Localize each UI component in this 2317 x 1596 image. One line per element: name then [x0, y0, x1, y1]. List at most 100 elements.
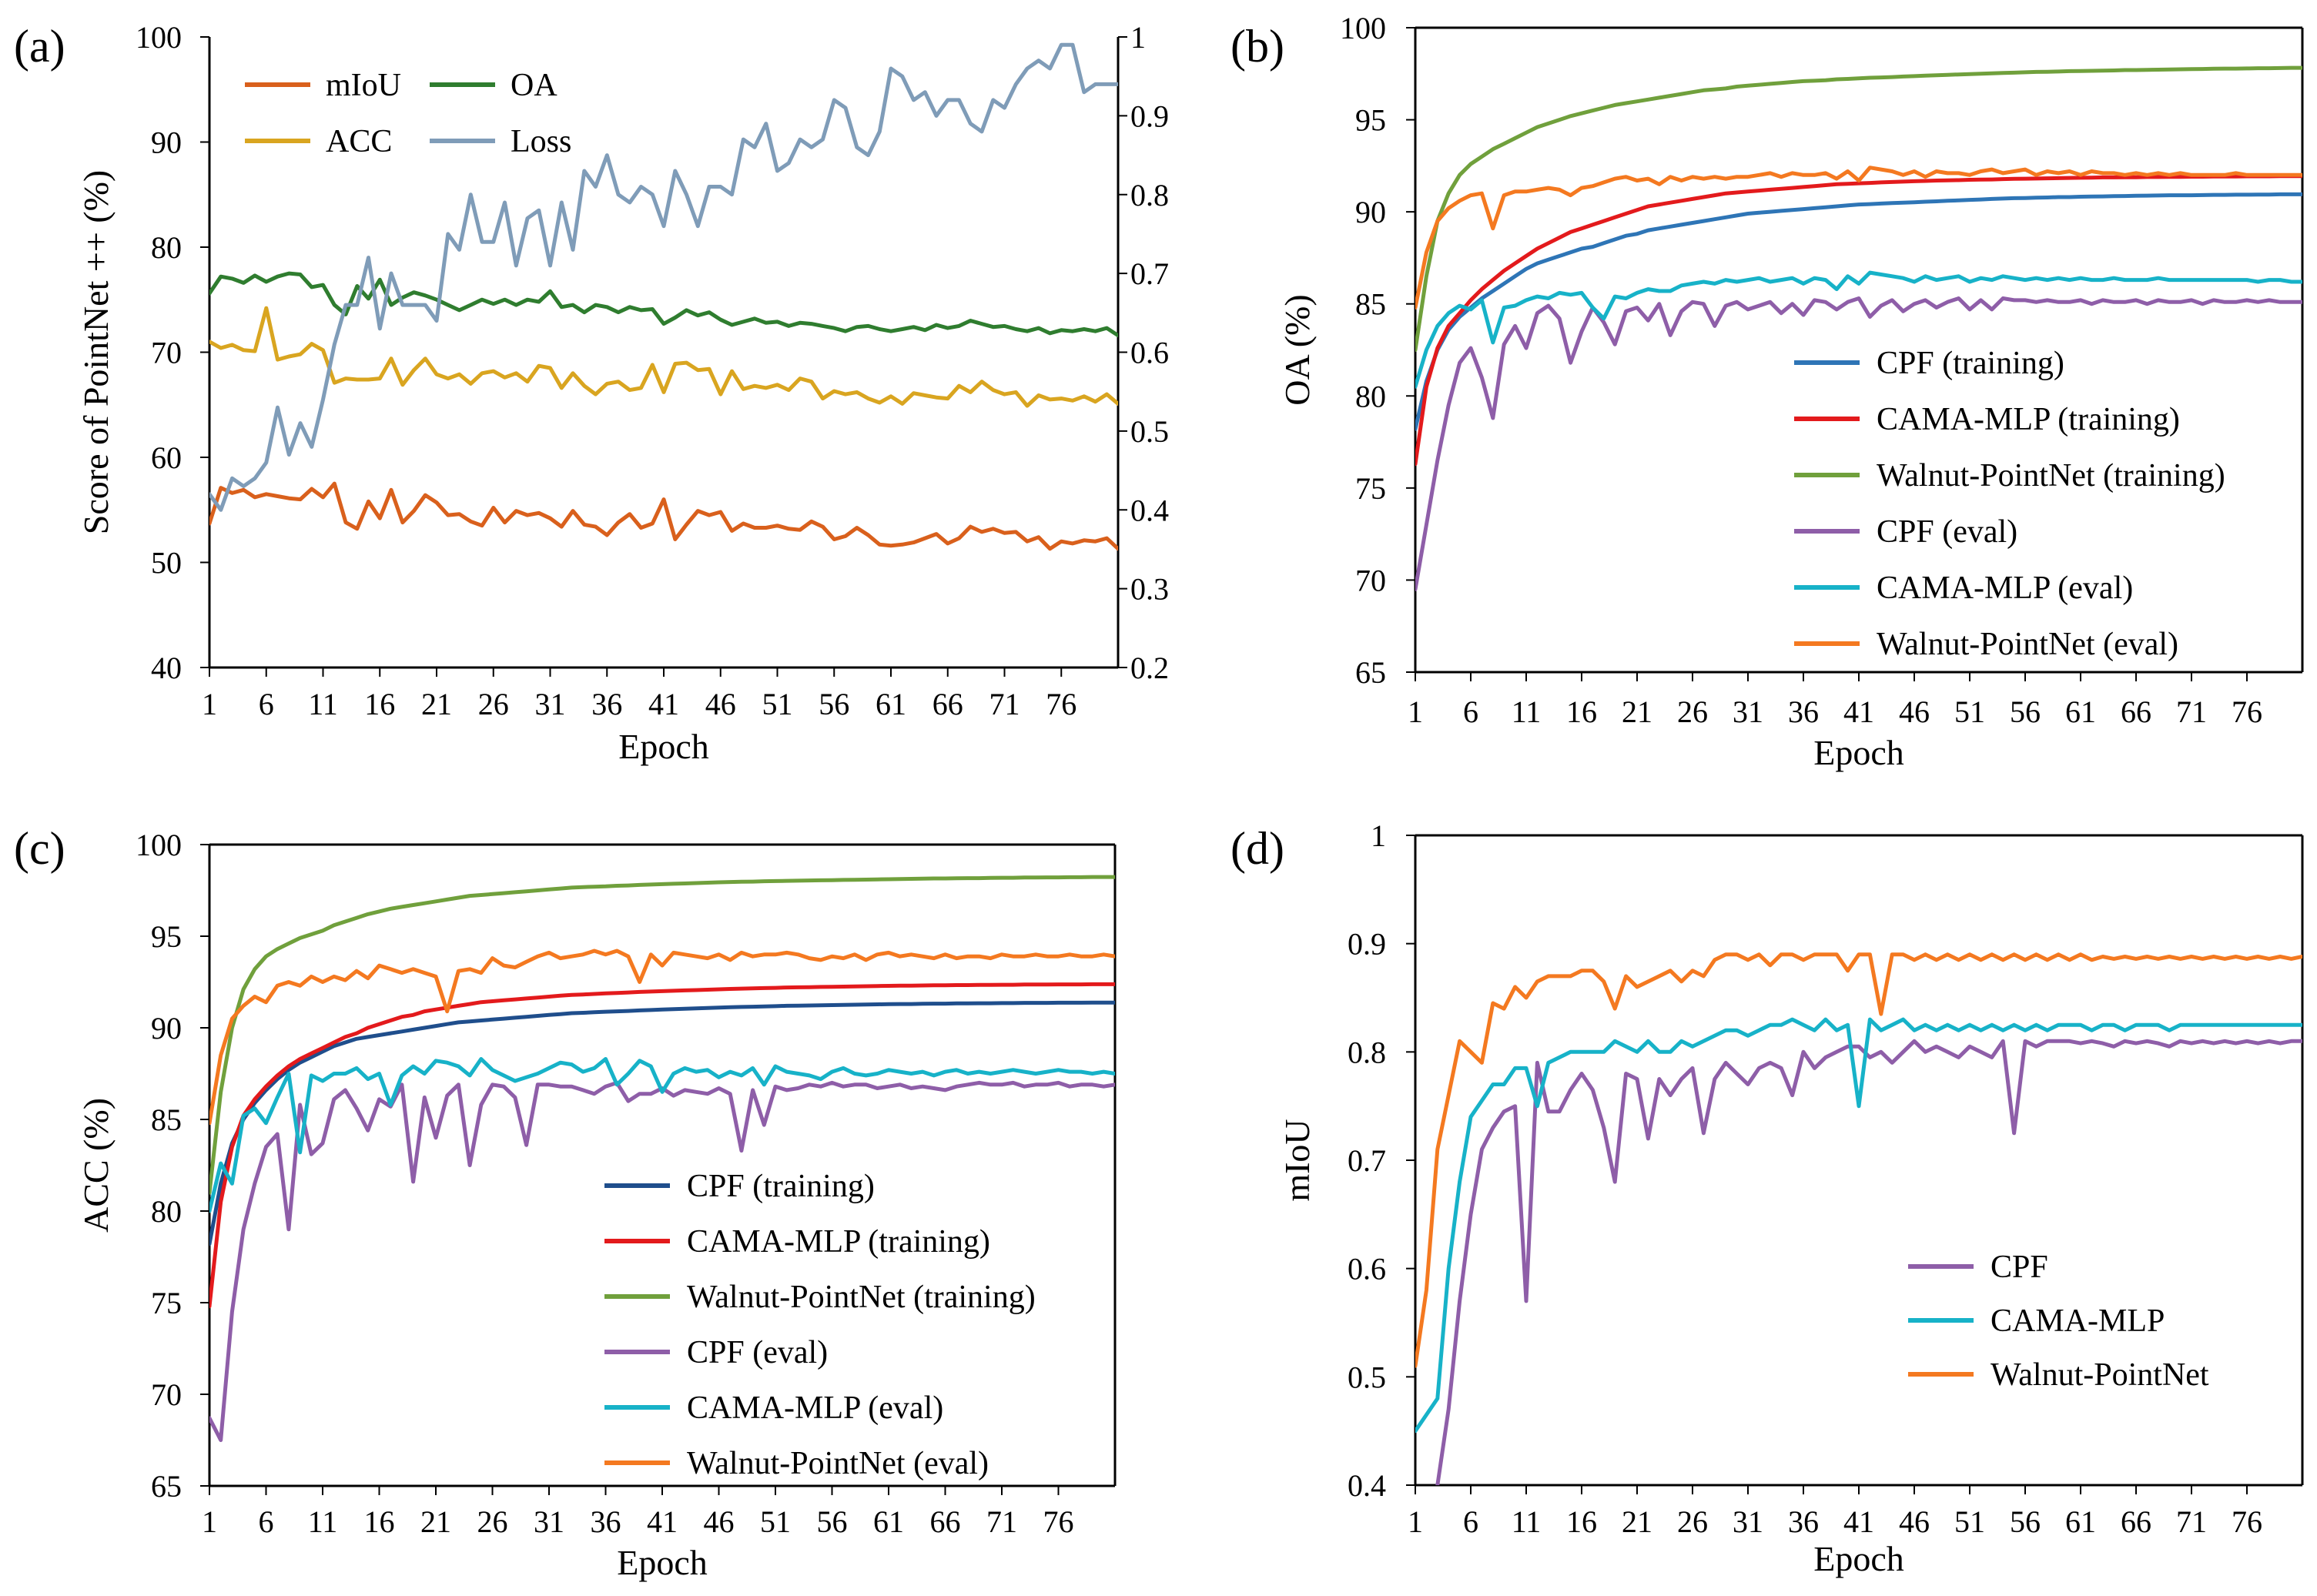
x-tick-label: 36: [1788, 694, 1819, 729]
x-tick-label: 71: [2176, 694, 2207, 729]
x-tick-label: 21: [420, 1504, 451, 1539]
y-tick-label: 100: [1340, 11, 1386, 45]
y-axis-title-a: Score of PointNet ++ (%): [76, 170, 116, 534]
panel-c: (c)1 6 11 16 21 26 31 36 41 46 51 56 61 66 71 766570758…: [14, 823, 1117, 1582]
legend-item: CAMA-MLP (training): [604, 1224, 990, 1260]
x-tick-label: 66: [932, 687, 963, 721]
legend-item: CAMA-MLP (eval): [604, 1390, 943, 1426]
x-tick-label: 31: [535, 687, 566, 721]
y-tick-labels-d: 0.4 0.5 0.6 0.7 0.8 0.9 1: [1348, 818, 1415, 1503]
x-tick-label: 36: [591, 687, 622, 721]
x-tick-label: 1: [1408, 694, 1423, 729]
y-axis-title-d: mIoU: [1277, 1119, 1317, 1201]
panel-label-c: (c): [14, 823, 65, 874]
x-tick-label: 16: [1566, 694, 1597, 729]
x-tick-label: 26: [1677, 1504, 1708, 1539]
legend-item: Walnut-PointNet: [1908, 1357, 2209, 1393]
legend-label: CAMA-MLP (eval): [687, 1390, 943, 1426]
y-tick-label: 1: [1371, 818, 1386, 853]
y2-tick-label: 1: [1130, 20, 1146, 55]
legend-label: Walnut-PointNet: [1991, 1357, 2209, 1393]
x-axis-title-a: Epoch: [618, 727, 709, 766]
legend-label: CAMA-MLP: [1991, 1303, 2165, 1339]
legend-d: CPF CAMA-MLP Walnut-PointNet: [1908, 1250, 2209, 1393]
x-tick-label: 31: [1733, 694, 1763, 729]
x-tick-label: 6: [259, 687, 274, 721]
panel-label-d: (d): [1230, 823, 1284, 874]
legend-item: CPF (eval): [604, 1335, 828, 1370]
legend-c: CPF (training) CAMA-MLP (training) Walnut-…: [604, 1169, 1036, 1481]
y-tick-label: 75: [151, 1286, 182, 1320]
y2-tick-label: 0.9: [1130, 99, 1169, 133]
x-tick-label: 51: [760, 1504, 791, 1539]
legend-b: CPF (training) CAMA-MLP (training) Walnut-…: [1794, 346, 2225, 662]
x-tick-label: 11: [1512, 694, 1542, 729]
panel-b: (b)1 6 11 16 21 26 31 36 41 46 51 56 61 66 71 766570758…: [1230, 11, 2304, 772]
y-tick-label: 70: [151, 336, 182, 370]
x-tick-label: 51: [1954, 694, 1985, 729]
legend-label: CPF (eval): [1877, 514, 2017, 550]
x-tick-label: 46: [704, 1504, 735, 1539]
x-tick-label: 31: [534, 1504, 564, 1539]
series-line-acc: [209, 306, 1118, 408]
x-tick-label: 71: [989, 687, 1020, 721]
series-group-c: [209, 875, 1115, 1442]
y-axis-title-b: OA (%): [1277, 294, 1317, 405]
x-tick-label: 16: [364, 687, 395, 721]
legend-label: Walnut-PointNet (training): [687, 1280, 1036, 1315]
legend-label: CPF (eval): [687, 1335, 828, 1370]
legend-item: Walnut-PointNet (training): [1794, 458, 2225, 494]
legend-label: Walnut-PointNet (eval): [687, 1446, 989, 1481]
y-tick-label: 85: [151, 1102, 182, 1137]
legend-label: CPF (training): [1877, 346, 2064, 381]
x-tick-label: 46: [1899, 1504, 1930, 1539]
series-line-walnut-pointnet-eval-: [1415, 166, 2302, 309]
x-tick-label: 66: [930, 1504, 961, 1539]
y2-tick-label: 0.2: [1130, 651, 1169, 685]
legend-label: ACC: [326, 124, 392, 159]
series-line-walnut-pointnet-training-: [209, 875, 1115, 1195]
x-tick-label: 6: [259, 1504, 274, 1539]
y-tick-label: 80: [151, 230, 182, 265]
legend-item: ACC: [245, 124, 392, 159]
y2-tick-label: 0.3: [1130, 572, 1169, 607]
panel-label-a: (a): [14, 21, 65, 72]
y-tick-label: 65: [1355, 655, 1386, 690]
y-tick-label: 0.7: [1348, 1143, 1386, 1178]
x-tick-label: 61: [876, 687, 906, 721]
y-tick-label: 0.9: [1348, 927, 1386, 962]
x-tick-label: 1: [1408, 1504, 1423, 1539]
legend-label: CAMA-MLP (training): [687, 1224, 990, 1260]
x-tick-label: 56: [2010, 1504, 2041, 1539]
x-tick-labels-d: 1 6 11 16 21 26 31 36 41 46 51 56 61 66 71 76: [1408, 1485, 2262, 1539]
y-tick-label: 0.4: [1348, 1468, 1386, 1503]
x-tick-label: 21: [1622, 1504, 1652, 1539]
y-tick-label: 70: [151, 1377, 182, 1412]
legend-item: Walnut-PointNet (eval): [1794, 627, 2178, 662]
y-tick-label: 100: [136, 828, 182, 862]
x-tick-label: 11: [308, 1504, 338, 1539]
series-line-walnut-pointnet-training-: [1415, 65, 2302, 352]
series-group-d: [1415, 952, 2302, 1485]
legend-label: Walnut-PointNet (eval): [1877, 627, 2178, 662]
legend-item: Walnut-PointNet (eval): [604, 1446, 989, 1481]
y-tick-label: 95: [151, 919, 182, 954]
y-tick-label: 0.6: [1348, 1252, 1386, 1287]
legend-item: CAMA-MLP: [1908, 1303, 2165, 1339]
legend-label: CAMA-MLP (training): [1877, 402, 2180, 437]
y-tick-label: 65: [151, 1469, 182, 1504]
x-tick-label: 11: [1512, 1504, 1542, 1539]
legend-a: mIoU OA ACC Loss: [245, 68, 571, 159]
y2-tick-label: 0.7: [1130, 256, 1169, 291]
x-tick-label: 61: [873, 1504, 904, 1539]
x-tick-label: 41: [648, 687, 679, 721]
x-tick-label: 71: [2176, 1504, 2207, 1539]
y-tick-label: 90: [151, 1011, 182, 1046]
legend-item: Walnut-PointNet (training): [604, 1280, 1036, 1315]
y-tick-labels-a: 40 50 60 70 80 90 100: [136, 20, 209, 685]
x-tick-label: 26: [1677, 694, 1708, 729]
panel-a: (a)1 6 11 16 21 26 31 36 41 46 51 56 61 66 71 764050607…: [14, 20, 1169, 766]
x-tick-label: 16: [1566, 1504, 1597, 1539]
